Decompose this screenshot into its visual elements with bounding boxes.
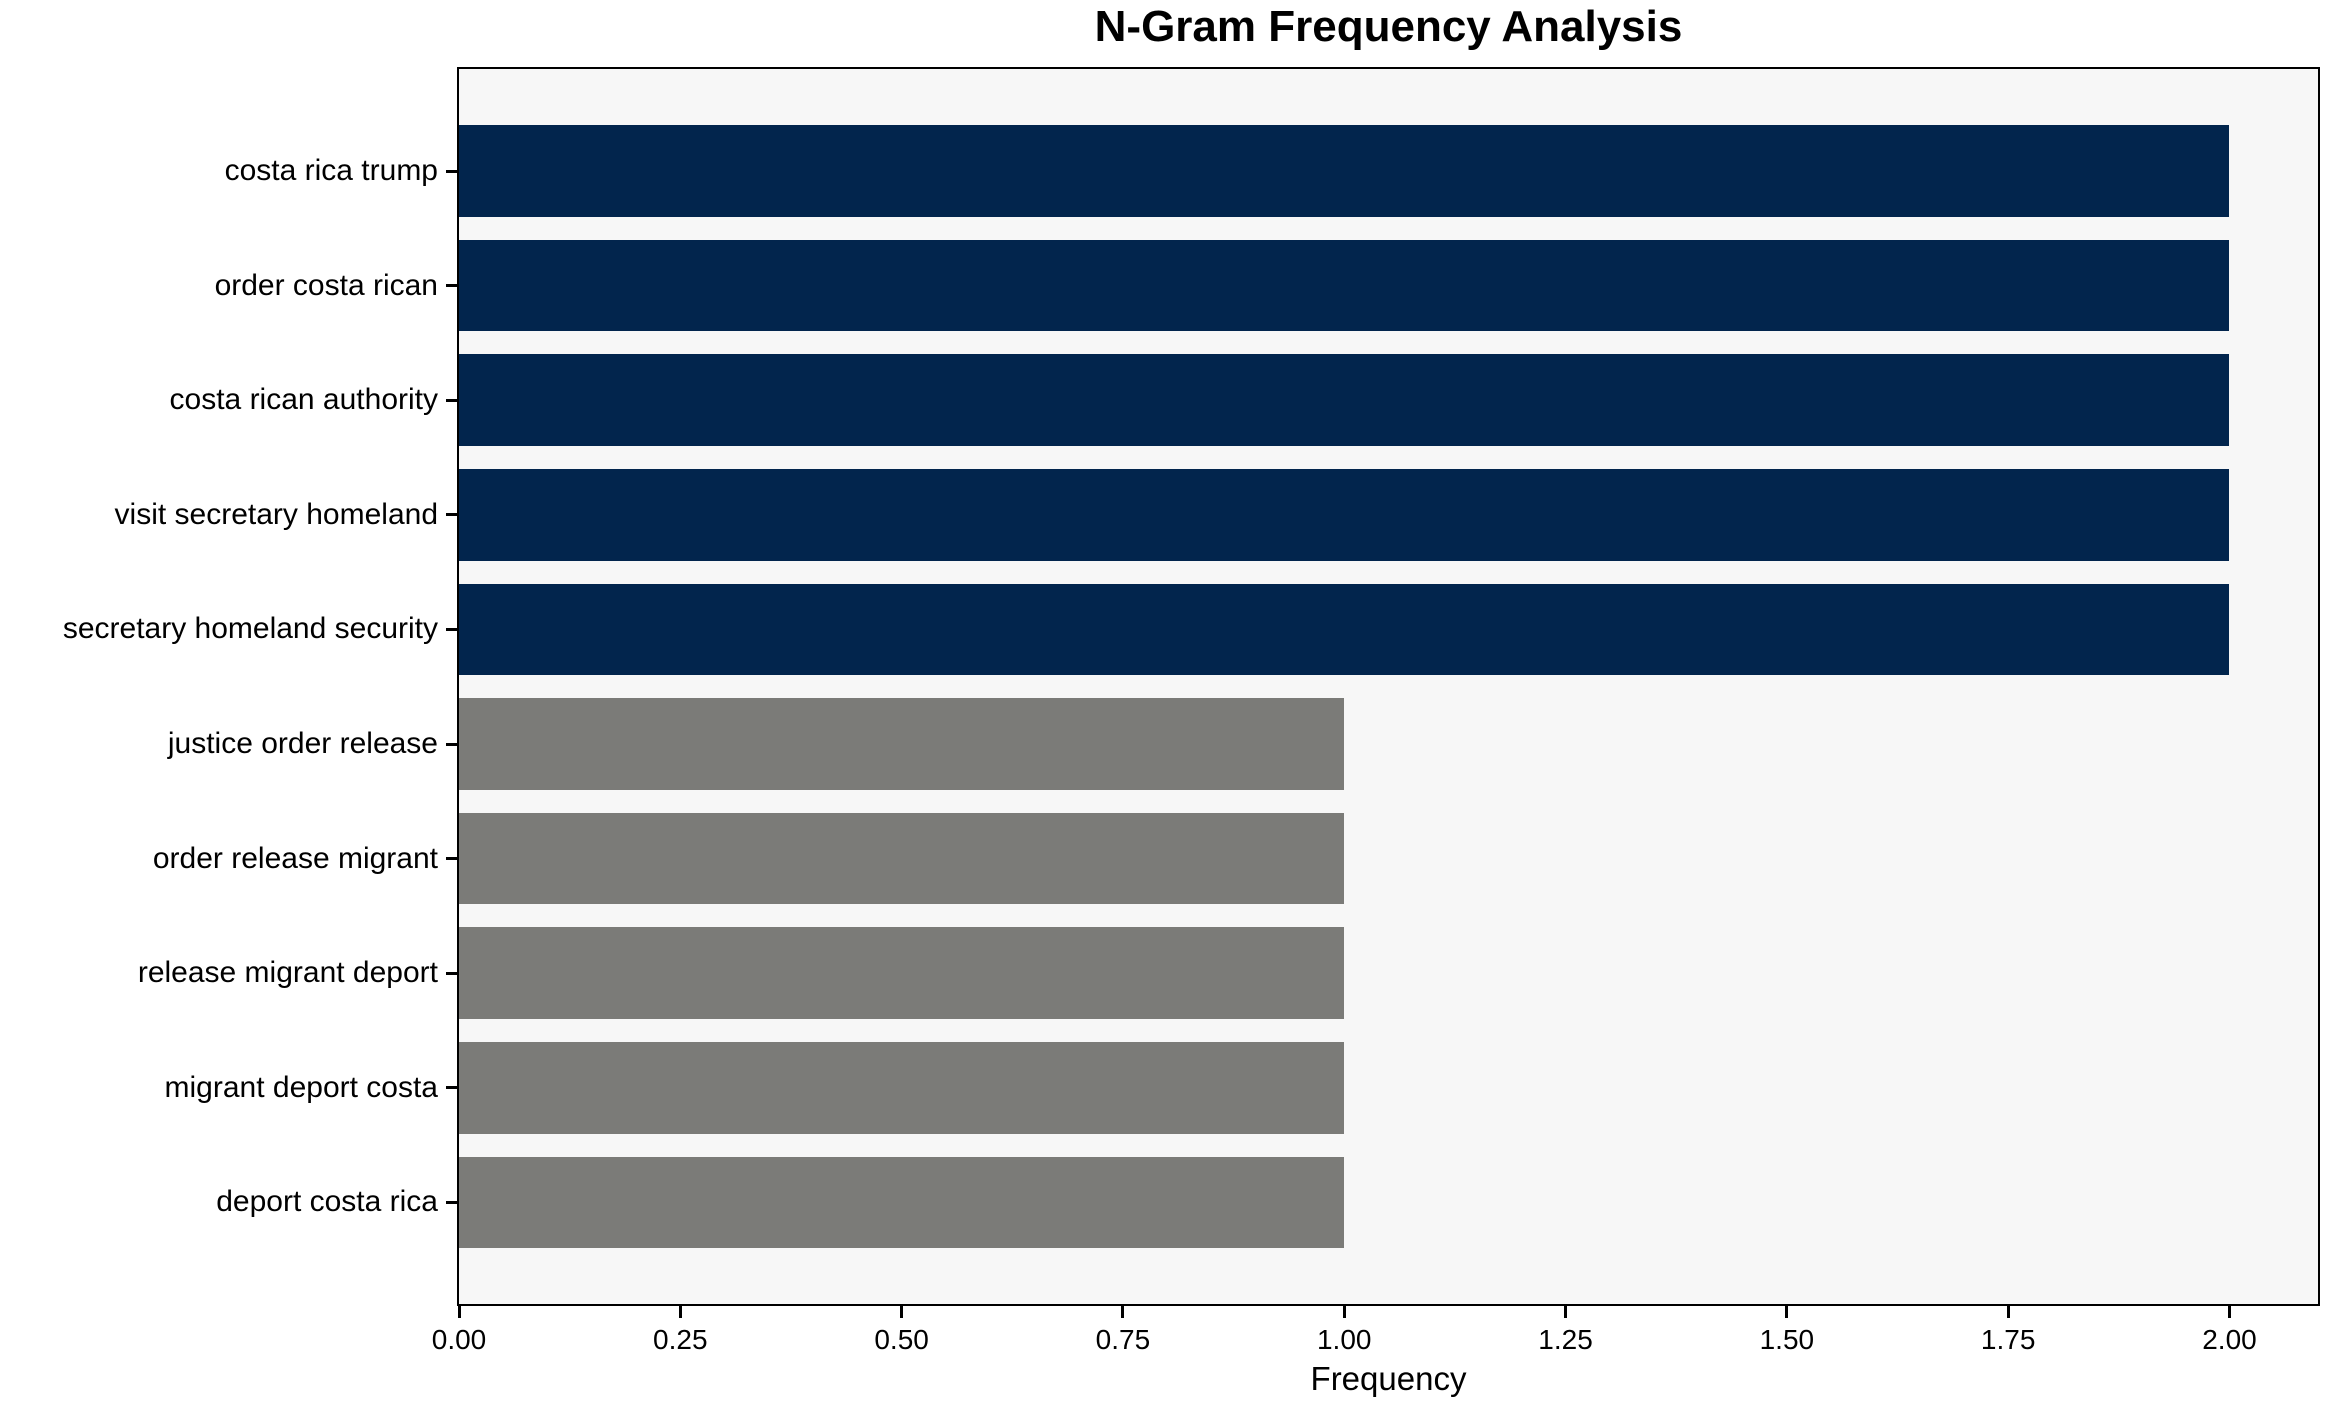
y-tick-mark xyxy=(446,627,457,631)
x-tick-label: 0.75 xyxy=(1095,1324,1151,1355)
bar xyxy=(459,812,1345,905)
y-tick-label: justice order release xyxy=(167,727,438,760)
bar xyxy=(459,239,2230,332)
bar xyxy=(459,468,2230,561)
y-tick-label: visit secretary homeland xyxy=(114,497,438,531)
y-tick-mark xyxy=(446,1200,457,1204)
x-axis-label: Frequency xyxy=(1310,1360,1467,1397)
y-tick-label: release migrant deport xyxy=(137,956,438,990)
y-tick-mark xyxy=(446,971,457,975)
x-tick-label: 2.00 xyxy=(2202,1324,2257,1355)
bar xyxy=(459,583,2230,676)
y-tick-label: order release migrant xyxy=(152,841,438,875)
y-tick-mark xyxy=(446,857,457,861)
y-tick-mark xyxy=(446,398,457,402)
y-tick-label: costa rican authority xyxy=(169,383,438,417)
x-tick-label: 0.50 xyxy=(874,1324,929,1355)
y-tick-label: deport costa rica xyxy=(216,1185,438,1219)
y-tick-label: migrant deport costa xyxy=(164,1070,438,1104)
x-tick-label: 0.00 xyxy=(431,1324,487,1355)
y-tick-label: costa rica trump xyxy=(224,154,438,187)
y-tick-mark xyxy=(446,169,457,173)
bar xyxy=(459,1156,1345,1249)
x-tick-label: 0.25 xyxy=(653,1324,708,1355)
y-tick-mark xyxy=(446,742,457,746)
bar xyxy=(459,354,2230,447)
bar xyxy=(459,698,1345,790)
x-tick-label: 1.75 xyxy=(1980,1324,2036,1355)
plot-area xyxy=(457,67,2320,1306)
x-tick-mark xyxy=(1785,1306,1789,1318)
y-tick-label: secretary homeland security xyxy=(62,612,438,646)
bar xyxy=(459,125,2230,217)
x-tick-mark xyxy=(1342,1306,1346,1318)
x-tick-label: 1.00 xyxy=(1316,1324,1372,1355)
y-tick-mark xyxy=(446,284,457,288)
x-tick-mark xyxy=(2227,1306,2231,1318)
chart-title: N-Gram Frequency Analysis xyxy=(1094,2,1683,51)
x-tick-mark xyxy=(1564,1306,1568,1318)
x-tick-label: 1.50 xyxy=(1759,1324,1815,1355)
x-tick-label: 1.25 xyxy=(1538,1324,1593,1355)
x-tick-mark xyxy=(900,1306,904,1318)
y-tick-label: order costa rican xyxy=(214,268,438,302)
bar xyxy=(459,1041,1345,1134)
bar xyxy=(459,927,1345,1020)
y-tick-mark xyxy=(446,513,457,517)
x-tick-mark xyxy=(457,1306,461,1318)
y-tick-mark xyxy=(446,1086,457,1090)
x-tick-mark xyxy=(678,1306,682,1318)
x-tick-mark xyxy=(2006,1306,2010,1318)
x-tick-mark xyxy=(1121,1306,1125,1318)
